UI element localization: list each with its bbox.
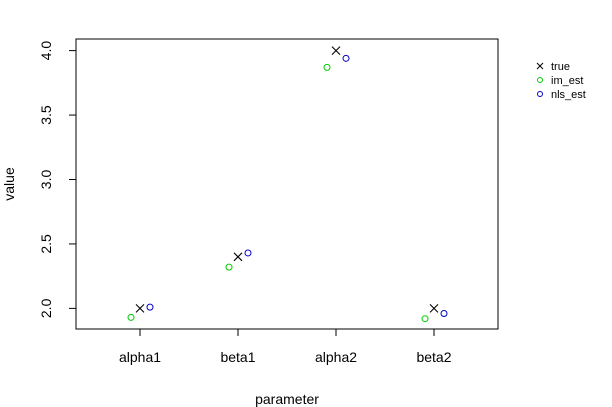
point-stroke [429,303,439,313]
point-nls_est [342,54,350,62]
x-axis: alpha1 beta1 alpha2 beta2 [119,329,452,365]
legend-label: nls_est [551,89,586,101]
y-tick-label: 4.0 [38,41,54,61]
y-tick-label: 2.0 [38,298,54,318]
point-stroke [233,252,243,262]
point-im_est [323,63,331,71]
point-true [429,303,439,313]
point-nls_est [440,310,448,318]
legend-label: true [551,61,570,73]
point-im_est [421,315,429,323]
plot-area-frame [75,38,499,330]
point-true [135,303,145,313]
x-tick-label: beta2 [416,349,451,365]
legend-symbol-im_est [537,77,543,83]
point-im_est [225,263,233,271]
point-nls_est [146,303,154,311]
point-true [331,46,341,55]
point-im_est [127,313,135,321]
x-tick-label: beta1 [220,349,255,365]
y-tick-label: 3.5 [38,105,54,125]
point-stroke [135,303,145,313]
y-tick-label: 3.0 [38,170,54,190]
point-stroke [331,46,341,55]
point-true [233,252,243,262]
point-nls_est [244,249,252,257]
y-axis: 2.0 2.5 3.0 3.5 4.0 [38,41,76,318]
y-axis-title: value [1,167,17,201]
x-tick-label: alpha1 [119,349,161,365]
x-axis-title: parameter [255,391,319,407]
legend-symbol-true [536,62,544,70]
legend-label: im_est [551,75,583,87]
legend-stroke [536,62,544,70]
x-tick-label: alpha2 [315,349,357,365]
legend-symbol-nls_est [537,91,543,97]
y-tick-label: 2.5 [38,234,54,254]
legend: true im_est nls_est [536,61,586,101]
data-marks [127,46,448,323]
